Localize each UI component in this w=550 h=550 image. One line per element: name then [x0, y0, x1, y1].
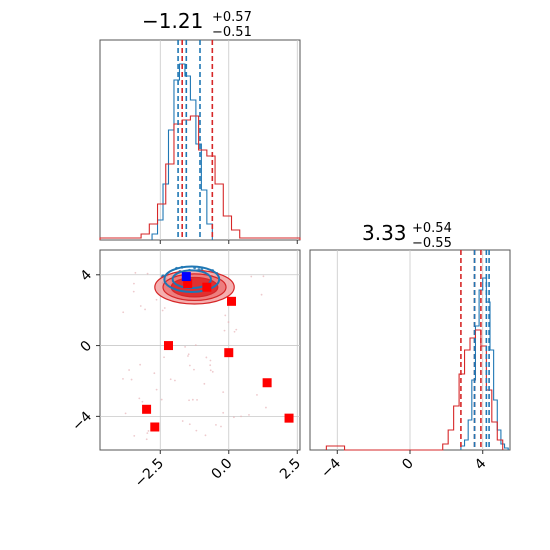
scatter-sample-point — [232, 416, 235, 419]
title-top-left-sup: +0.57 — [212, 10, 252, 25]
scatter-sample-point — [194, 344, 197, 346]
scatter-sample-point — [265, 406, 267, 409]
scatter-sample-point — [139, 363, 142, 366]
title-bottom-right-sub: −0.55 — [412, 236, 452, 251]
x-tick-label: −2.5 — [132, 456, 167, 491]
scatter-sample-point — [145, 438, 148, 441]
panel-bottom-left: −2.5 0.0 2.5 −4 0 4 — [69, 249, 304, 491]
scatter-sample-point — [233, 330, 236, 333]
red-square-marker — [142, 404, 152, 414]
scatter-sample-point — [122, 377, 124, 380]
scatter-sample-point — [187, 355, 189, 357]
scatter-sample-point — [122, 311, 125, 314]
title-bottom-right-sup: +0.54 — [412, 221, 452, 236]
scatter-sample-point — [191, 398, 194, 401]
scatter-sample-point — [220, 425, 222, 428]
scatter-sample-point — [215, 423, 217, 426]
red-square-marker — [202, 282, 212, 292]
blue-contour-level-1 — [163, 265, 221, 293]
y-tick-label: 0 — [78, 338, 96, 356]
scatter-sample-point — [133, 282, 135, 285]
red-square-marker — [163, 341, 173, 351]
scatter-sample-point — [222, 411, 225, 414]
scatter-sample-point — [184, 345, 186, 348]
panel-bottom-right: −4 0 4 3.33 +0.54 −0.55 — [309, 221, 511, 481]
scatter-sample-point — [195, 429, 198, 432]
scatter-sample-point — [139, 305, 142, 307]
red-square-marker — [284, 413, 294, 423]
title-top-left-main: −1.21 — [142, 9, 203, 33]
scatter-sample-point — [222, 391, 225, 394]
scatter-sample-point — [146, 272, 149, 275]
scatter-sample-point — [153, 372, 156, 375]
red-square-marker — [262, 378, 272, 388]
scatter-sample-point — [169, 378, 172, 381]
x-tick-label: −4 — [318, 455, 344, 481]
scatter-sample-point — [144, 308, 146, 311]
scatter-sample-point — [227, 321, 230, 323]
scatter-sample-point — [124, 412, 127, 415]
blue-square-marker — [181, 272, 191, 282]
scatter-sample-point — [203, 382, 206, 385]
scatter-sample-point — [196, 398, 198, 401]
x-tick-label: 0 — [399, 456, 417, 474]
scatter-sample-point — [250, 275, 253, 278]
scatter-sample-point — [248, 413, 250, 416]
scatter-sample-point — [235, 328, 238, 331]
scatter-sample-point — [132, 290, 135, 293]
scatter-sample-point — [209, 364, 212, 367]
y-tick-label: 4 — [78, 267, 96, 285]
scatter-sample-point — [209, 359, 212, 362]
scatter-sample-point — [205, 356, 208, 359]
histogram-series-blue — [460, 277, 509, 450]
scatter-sample-point — [155, 388, 158, 391]
scatter-sample-point — [204, 434, 207, 437]
red-square-marker — [227, 296, 237, 306]
scatter-sample-point — [193, 368, 195, 371]
panel-bottom-left-frame — [99, 249, 301, 451]
scatter-sample-point — [181, 420, 184, 422]
histogram-series-red — [99, 115, 301, 240]
scatter-sample-point — [160, 398, 163, 401]
scatter-sample-point — [187, 353, 190, 356]
scatter-sample-point — [240, 415, 242, 418]
scatter-sample-point — [141, 400, 144, 403]
histogram-series-red — [325, 329, 504, 451]
title-top-left-sub: −0.51 — [212, 25, 252, 40]
scatter-sample-point — [188, 423, 191, 426]
x-tick-label: 0.0 — [209, 456, 236, 483]
y-tick-label: −4 — [69, 409, 95, 435]
scatter-sample-point — [224, 314, 227, 317]
scatter-sample-point — [174, 379, 176, 382]
scatter-sample-point — [147, 430, 150, 432]
x-tick-label: 4 — [472, 455, 490, 473]
scatter-sample-point — [256, 394, 258, 396]
scatter-sample-point — [163, 307, 166, 309]
panel-top-left: −1.21 +0.57 −0.51 — [99, 9, 301, 244]
scatter-sample-point — [130, 378, 133, 381]
red-square-marker — [224, 348, 234, 358]
scatter-sample-point — [155, 298, 158, 301]
scatter-sample-point — [138, 397, 141, 400]
scatter-sample-point — [260, 293, 263, 296]
x-tick-label: 2.5 — [277, 456, 304, 483]
scatter-sample-point — [134, 271, 137, 274]
scatter-sample-point — [223, 329, 226, 332]
scatter-sample-point — [211, 370, 214, 373]
title-bottom-right-main: 3.33 — [362, 221, 407, 245]
scatter-sample-point — [209, 369, 212, 372]
scatter-sample-point — [128, 369, 130, 371]
red-square-marker — [183, 279, 193, 289]
scatter-sample-point — [188, 364, 191, 367]
scatter-sample-point — [133, 434, 136, 437]
scatter-sample-point — [188, 399, 190, 402]
red-square-marker — [150, 422, 160, 432]
scatter-sample-point — [163, 356, 165, 359]
scatter-sample-point — [262, 275, 265, 278]
scatter-sample-point — [161, 309, 164, 312]
scatter-sample-point — [146, 432, 149, 434]
